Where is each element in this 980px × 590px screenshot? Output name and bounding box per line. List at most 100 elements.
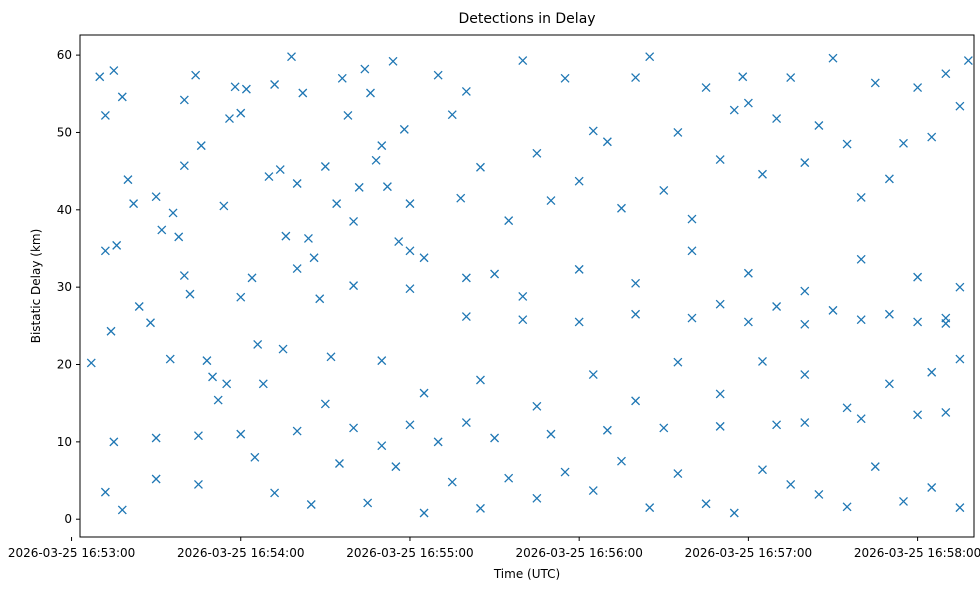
data-point [715,421,725,431]
data-point [955,354,965,364]
data-point [236,108,246,118]
data-point [377,441,387,451]
data-point [738,72,748,82]
data-point [743,317,753,327]
data-point [800,370,810,380]
data-point [315,294,325,304]
x-tick-label: 2026-03-25 16:56:00 [515,546,642,560]
data-point [532,401,542,411]
data-point [814,121,824,130]
data-point [109,66,119,76]
data-point [106,326,116,336]
data-point [241,84,251,94]
data-point [715,155,725,164]
data-point [532,493,542,503]
data-point [461,273,471,283]
data-point [546,429,556,439]
data-point [109,437,119,447]
y-tick-label: 10 [57,435,72,449]
data-point [673,357,683,367]
data-point [303,233,313,243]
data-point [247,273,257,283]
data-point [326,352,336,362]
data-point [405,284,415,294]
data-point [631,396,641,406]
data-point [884,309,894,319]
data-point [461,312,471,322]
y-tick-label: 60 [57,48,72,62]
data-point [729,105,739,115]
data-point [687,246,697,256]
data-point [504,473,514,483]
data-point [222,379,232,389]
data-point [123,175,133,185]
data-point [433,437,443,447]
plot-frame [79,34,975,538]
data-point [354,182,364,192]
data-point [913,317,923,327]
data-point [95,72,105,82]
y-tick-label: 30 [57,280,72,294]
data-point [856,192,866,202]
data-point [208,372,218,382]
data-point [800,158,810,168]
data-point [129,199,139,209]
data-point [117,505,127,515]
data-point [146,318,155,328]
data-point [913,83,923,93]
data-point [758,169,767,179]
data-point [213,395,223,405]
data-point [574,176,584,186]
data-point [258,379,268,389]
data-point [117,92,127,102]
data-point [786,73,796,83]
data-point [287,52,296,62]
data-point [645,52,655,62]
data-point [236,429,246,439]
data-point [645,503,655,513]
x-tick-label: 2026-03-25 16:53:00 [8,546,135,560]
data-point [899,138,908,148]
data-point [405,420,415,430]
data-point [856,254,866,264]
data-point [631,278,641,288]
data-point [151,433,161,443]
data-point [275,165,285,175]
data-point [363,498,373,508]
data-point [151,192,161,202]
data-point [270,488,280,498]
x-tick-label: 2026-03-25 16:55:00 [346,546,473,560]
data-point [913,272,923,282]
data-point [419,508,429,518]
data-point [856,315,866,325]
data-point [306,500,316,509]
data-point [856,414,866,424]
data-point [602,137,612,147]
data-point [193,479,203,489]
data-point [560,73,570,83]
data-point [377,141,387,151]
data-point [343,110,353,120]
data-point [179,95,189,105]
data-point [715,389,725,399]
data-point [504,216,514,226]
data-point [687,313,697,323]
x-tick-label: 2026-03-25 16:58:00 [854,546,980,560]
data-point [334,459,344,468]
data-point [758,465,767,475]
data-point [955,101,965,111]
data-point [337,73,347,83]
data-point [399,124,409,134]
data-point [476,503,485,513]
data-point [394,237,404,246]
data-point [870,78,880,88]
data-point [419,253,429,263]
data-point [447,477,457,487]
data-point [518,56,528,65]
data-point [560,467,570,477]
data-point [673,469,683,479]
data-point [225,114,234,123]
data-point [168,208,178,218]
data-point [941,313,951,323]
